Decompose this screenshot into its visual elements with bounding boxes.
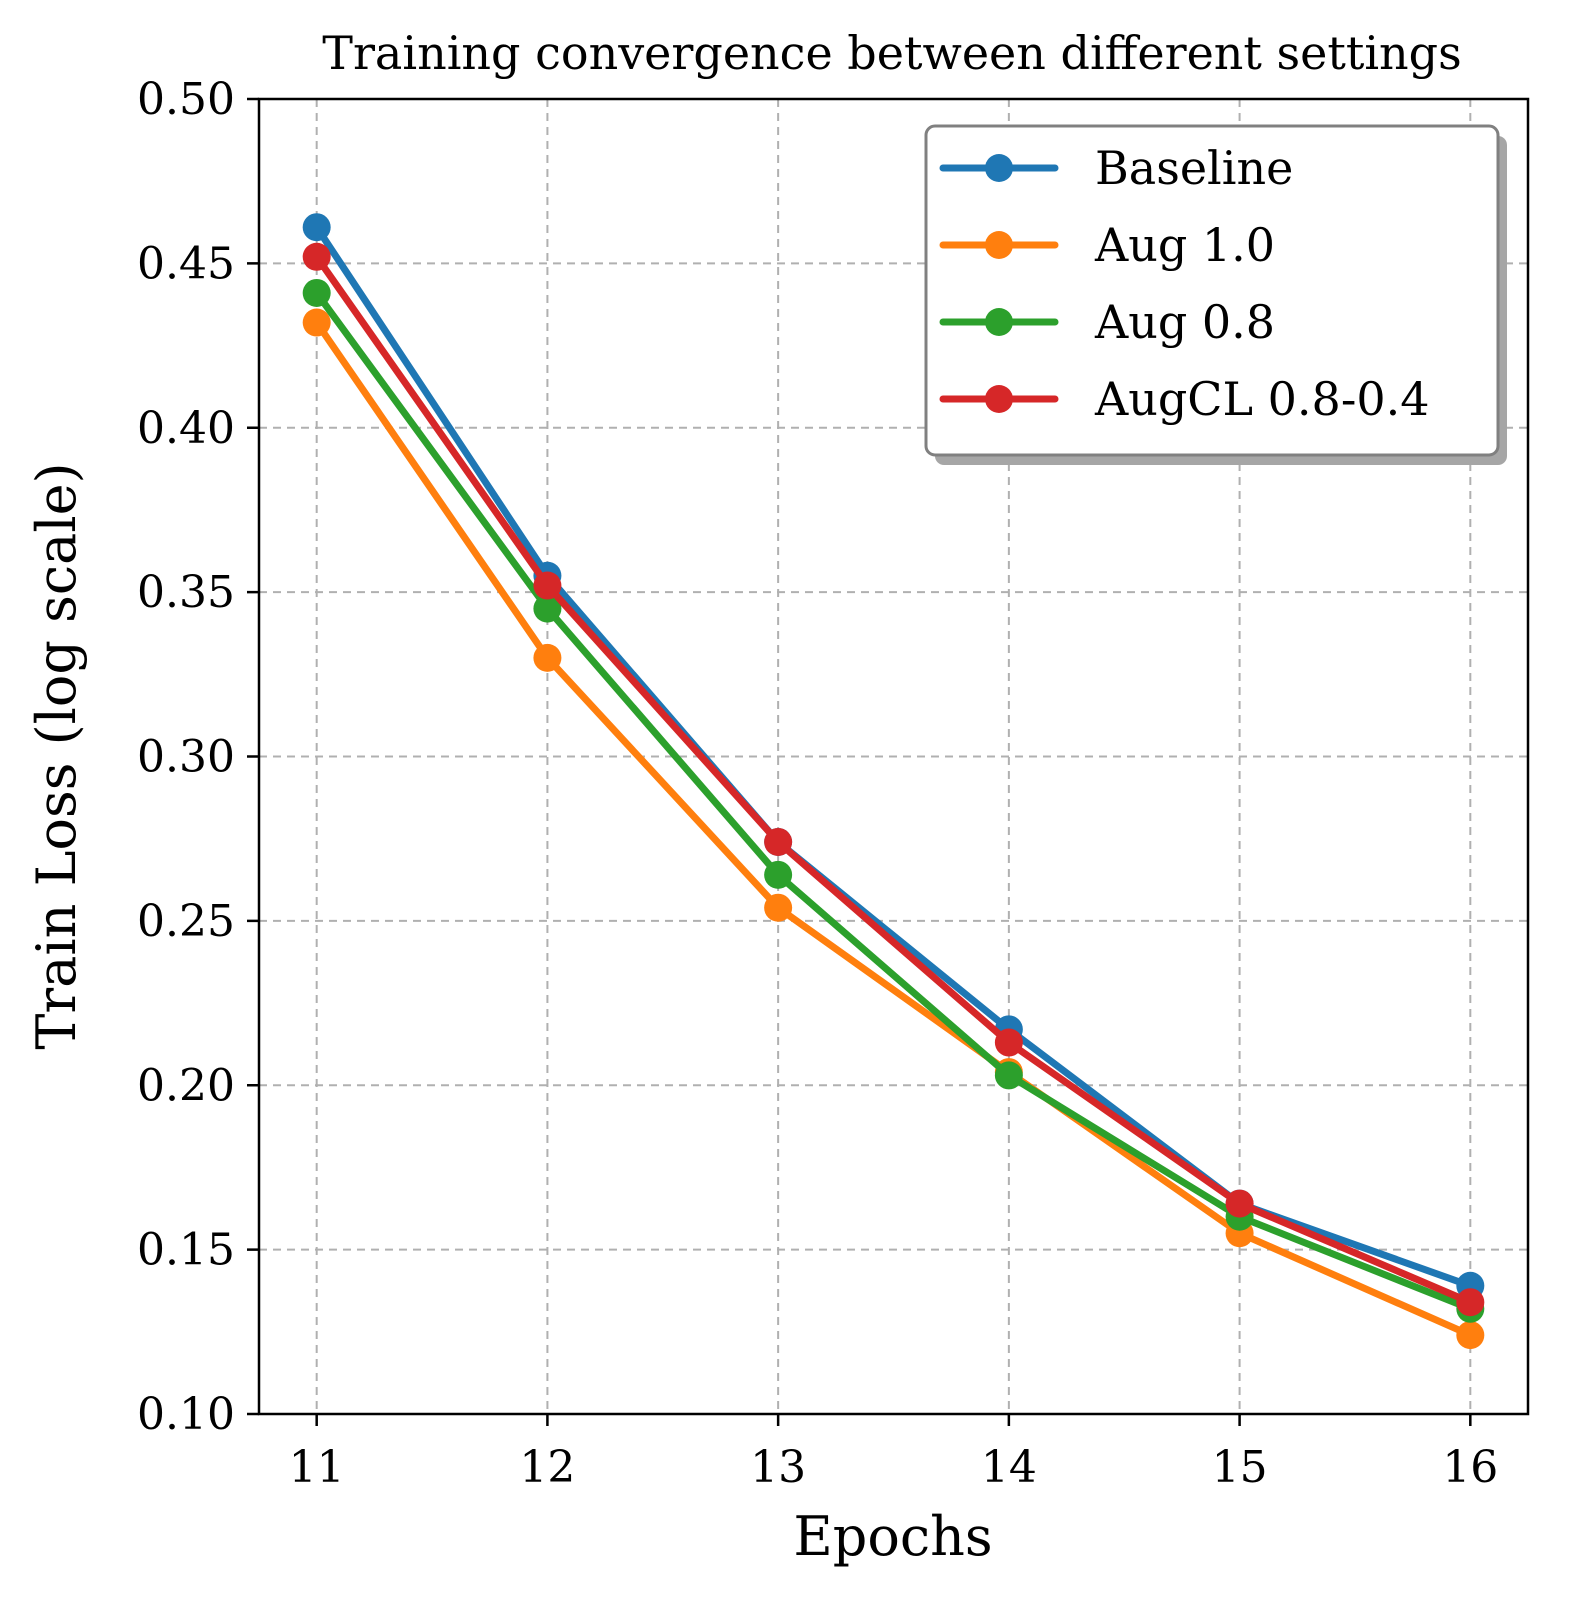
x-axis: 11 12 13 14 15 16 (289, 1414, 1498, 1493)
series-aug-1-0 (302, 308, 1485, 1350)
x-tick-label: 16 (1442, 1442, 1498, 1493)
x-tick-label: 14 (981, 1442, 1037, 1493)
y-tick-label: 0.30 (137, 732, 235, 783)
legend-swatch-marker (985, 385, 1013, 413)
x-tick-label: 12 (519, 1442, 575, 1493)
legend-item-augcl-0-8-0-4: AugCL 0.8-0.4 (939, 372, 1430, 426)
data-point-aug-0-8 (994, 1061, 1023, 1090)
data-point-augcl-0-8-0-4 (1456, 1288, 1485, 1317)
data-point-baseline (302, 213, 331, 242)
data-point-aug-0-8 (764, 860, 793, 889)
y-tick-label: 0.25 (137, 896, 235, 947)
y-axis: 0.10 0.15 0.20 0.25 0.30 0.35 0.40 0.45 0.50 (137, 74, 259, 1440)
y-tick-label: 0.45 (137, 238, 235, 289)
y-tick-label: 0.35 (137, 567, 235, 618)
data-point-augcl-0-8-0-4 (1225, 1189, 1254, 1218)
series-line-augcl-0-8-0-4 (313, 253, 1474, 1306)
y-tick-label: 0.40 (137, 403, 235, 454)
y-tick-label: 0.50 (137, 74, 235, 125)
legend-item-aug-1-0: Aug 1.0 (939, 218, 1275, 272)
data-point-augcl-0-8-0-4 (533, 571, 562, 600)
x-tick-label: 13 (750, 1442, 806, 1493)
legend-label: Aug 0.8 (1094, 295, 1275, 349)
legend: Baseline Aug 1.0 Aug 0.8 AugCL 0.8-0.4 (924, 124, 1507, 465)
legend-swatch-marker (985, 231, 1013, 259)
legend-label: Baseline (1095, 141, 1293, 195)
x-axis-title: Epochs (793, 1505, 992, 1568)
data-point-aug-1-0 (764, 893, 793, 922)
data-point-augcl-0-8-0-4 (994, 1028, 1023, 1057)
data-point-aug-1-0 (302, 308, 331, 337)
legend-item-aug-0-8: Aug 0.8 (939, 295, 1275, 349)
data-point-augcl-0-8-0-4 (764, 827, 793, 856)
legend-swatch-marker (985, 308, 1013, 336)
data-point-aug-1-0 (533, 643, 562, 672)
series-augcl-0-8-0-4 (302, 242, 1485, 1317)
data-point-aug-1-0 (1456, 1321, 1485, 1350)
series-line-aug-0-8 (313, 289, 1474, 1313)
series-line-aug-1-0 (313, 319, 1474, 1339)
x-tick-label: 15 (1212, 1442, 1268, 1493)
data-point-aug-0-8 (533, 594, 562, 623)
chart-title: Training convergence between different s… (322, 26, 1461, 80)
data-point-augcl-0-8-0-4 (302, 242, 331, 271)
legend-swatch-marker (985, 154, 1013, 182)
legend-label: Aug 1.0 (1094, 218, 1275, 272)
y-tick-label: 0.20 (137, 1060, 235, 1111)
legend-item-baseline: Baseline (939, 141, 1293, 195)
x-tick-label: 11 (289, 1442, 345, 1493)
legend-box (924, 124, 1500, 457)
legend-label: AugCL 0.8-0.4 (1094, 372, 1430, 426)
grid (259, 99, 1528, 1414)
y-tick-label: 0.15 (137, 1225, 235, 1276)
series-layer (302, 213, 1485, 1350)
y-tick-label: 0.10 (137, 1389, 235, 1440)
data-point-aug-0-8 (302, 278, 331, 307)
y-axis-title: Train Loss (log scale) (25, 462, 88, 1049)
